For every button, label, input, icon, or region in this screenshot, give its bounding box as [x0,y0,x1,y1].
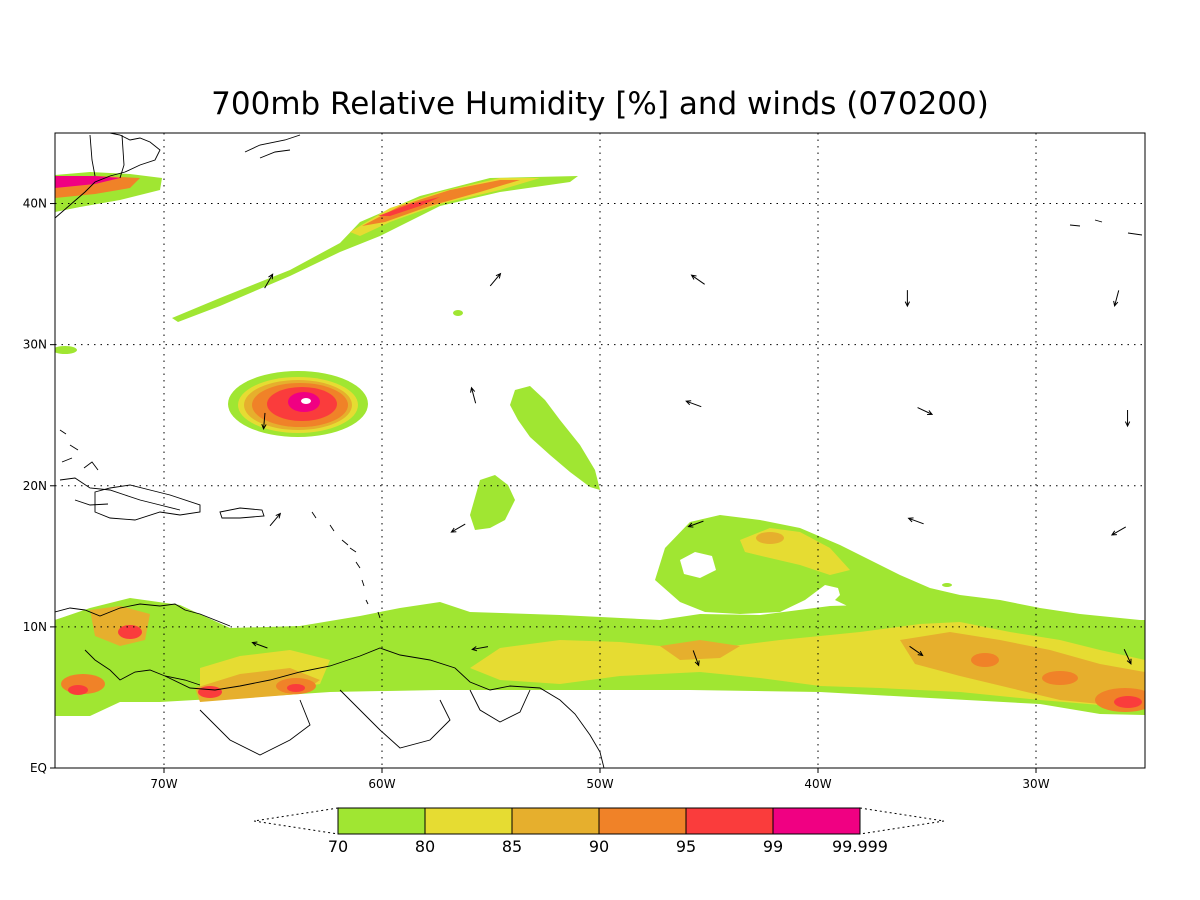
colorbar-box [772,807,861,835]
cyclone-eye [301,398,311,404]
coast-puerto-rico [219,507,265,519]
itcz-deep-4 [1042,671,1078,685]
humidity-shading [55,172,1145,716]
new-england-magenta [55,176,120,188]
frontal-streak [172,176,578,322]
frontal-streak-red [378,197,440,216]
coast-lesser-antilles [311,511,381,619]
wind-arrow [261,412,267,430]
wind-arrow [685,400,702,408]
wind-vectors [251,272,1132,667]
wind-arrow [471,646,489,652]
colorbar-level-label: 99 [763,837,783,856]
colorbar-box [511,807,600,835]
itcz-deep-2 [1114,696,1142,708]
coast-bahamas [59,429,109,506]
colorbar-left-triangle [253,807,339,835]
itcz-orange-east [900,632,1145,706]
colorbar-level-label: 90 [589,837,609,856]
wind-arrow [907,517,924,525]
wind-arrow [489,272,502,287]
filament-northeast [510,386,600,490]
lon-tick-label: 40W [804,777,831,791]
wind-arrow [251,641,268,649]
wind-arrow [1110,526,1127,536]
frontal-streak-yellow [350,178,540,236]
wind-arrow [687,520,704,528]
central-america-core-2 [68,685,88,695]
wind-arrow [690,274,705,285]
coast-interior-borders [199,689,531,756]
itcz-deep-6 [287,684,305,692]
colorbar-level-label: 85 [502,837,522,856]
colorbar-box [337,807,426,835]
wind-arrow [692,650,700,667]
frontal-streak-orange [362,180,520,226]
wind-arrow [264,273,274,289]
lon-tick-label: 60W [368,777,395,791]
lon-tick-label: 30W [1022,777,1049,791]
coast-north-america [55,133,161,219]
lat-tick-label: EQ [30,761,47,775]
colorbar-level-label: 70 [328,837,348,856]
lat-tick-label: 10N [23,620,47,634]
coast-cuba [59,477,181,511]
coast-azores [1069,219,1143,236]
coastlines [55,133,1143,768]
itcz-orange-mid [660,640,740,660]
patch-2 [453,310,463,316]
itcz-deep-3 [971,653,999,667]
swirl-orange [756,532,784,544]
lon-tick-label: 50W [586,777,613,791]
coast-hispaniola [94,484,201,521]
lat-tick-label: 30N [23,338,47,352]
colorbar-box [598,807,687,835]
map-title: 700mb Relative Humidity [%] and winds (0… [211,86,989,122]
patch-1 [55,346,77,354]
itcz-orange-west [195,668,320,702]
colorbar-level-label: 95 [676,837,696,856]
axis-labels: 70W 60W 50W 40W 30W EQ 10N 20N 30N 40N [23,197,1050,791]
coast-south-america [164,647,605,768]
wind-arrow [904,290,911,308]
wind-arrow [1123,649,1132,665]
itcz-deep-7 [198,686,222,698]
wind-arrow [1113,290,1120,307]
wind-arrow [269,512,282,527]
honduras-core [118,625,142,639]
colorbar-level-label: 99.999 [832,837,888,856]
colorbar-box [424,807,513,835]
wind-arrow [470,386,477,404]
colorbar-level-label: 80 [415,837,435,856]
colorbar-box [685,807,774,835]
wind-arrow [909,645,924,657]
filament-southwest [470,475,515,530]
coast-nova-scotia [244,134,301,159]
colorbar-right-triangle [859,807,945,835]
coast-central-america [55,603,231,686]
lon-tick-label: 70W [150,777,177,791]
wind-arrow [1124,410,1131,428]
wind-arrow [450,523,466,533]
wind-arrow [917,407,934,415]
lat-tick-label: 20N [23,479,47,493]
swirl-hole [680,552,716,578]
coast-new-england-border [89,134,125,179]
lat-tick-label: 40N [23,197,47,211]
patch-3 [942,583,952,587]
colorbar: 70 80 85 90 95 99 99.999 [253,807,945,856]
